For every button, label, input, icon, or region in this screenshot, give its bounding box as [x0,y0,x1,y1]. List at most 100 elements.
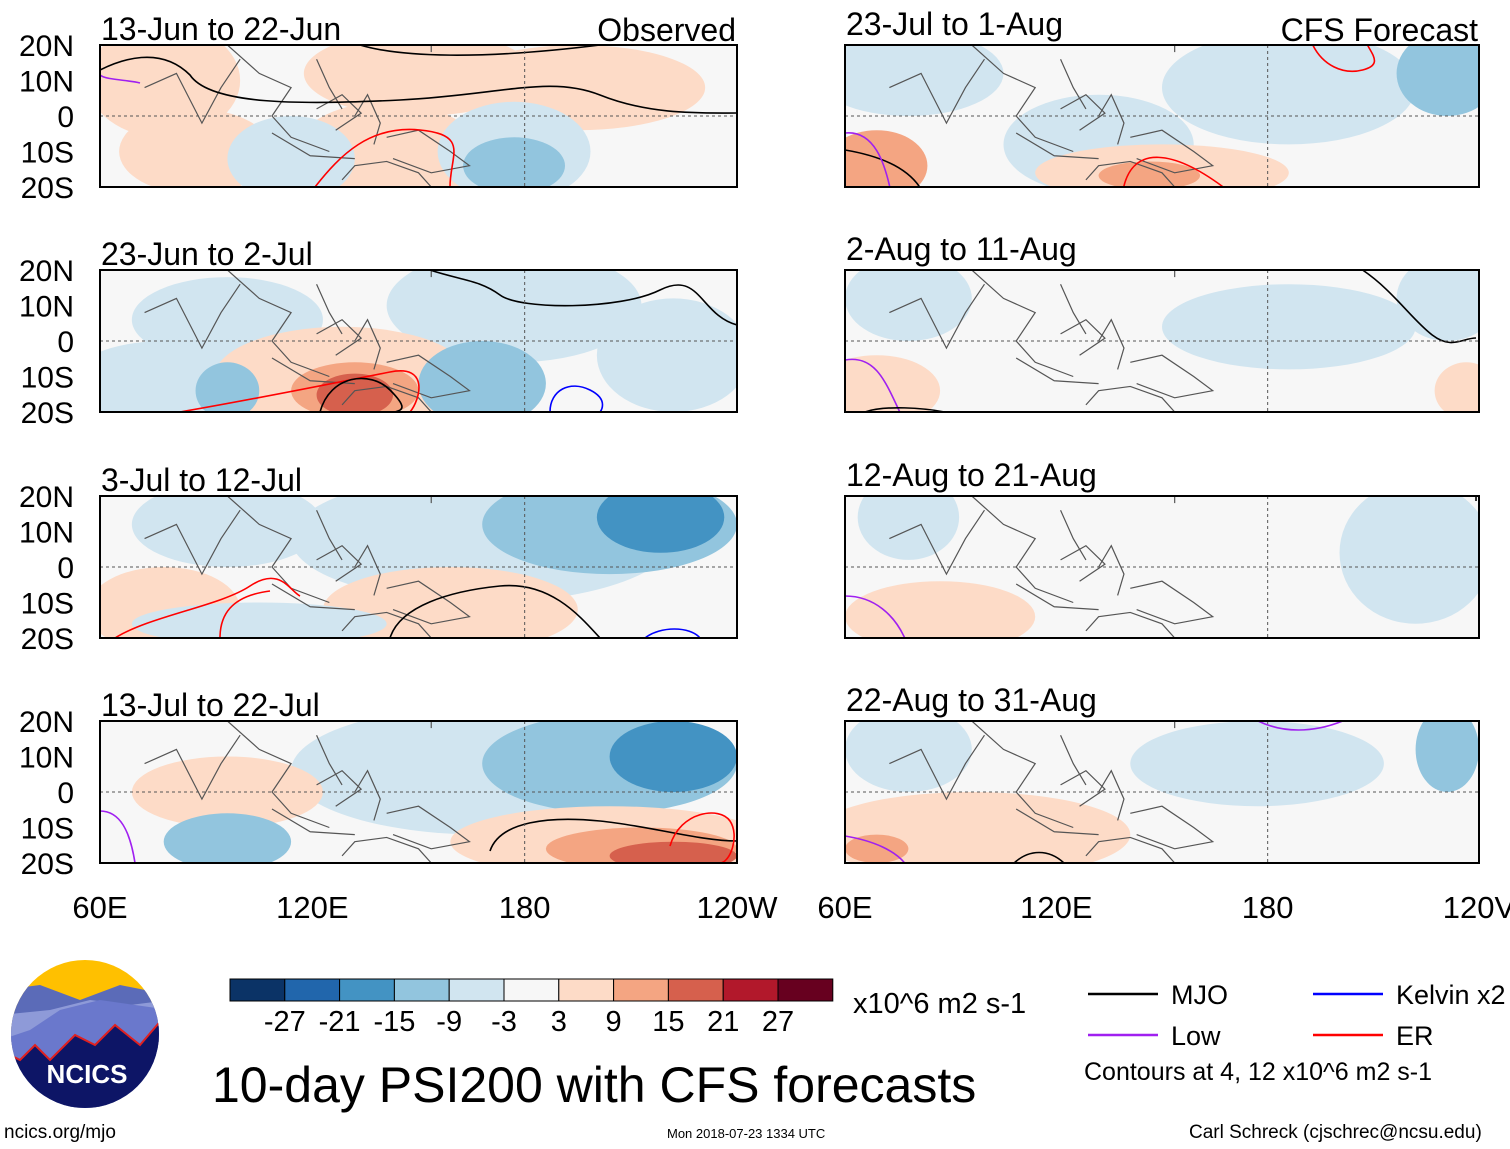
coastline [1016,809,1098,835]
legend-label: MJO [1171,980,1228,1010]
coastline [317,735,342,785]
coastline [1086,386,1175,412]
coastline [889,735,984,799]
anomaly-region [1396,45,1479,116]
anomaly-region [463,137,565,187]
lat-tick-label: 0 [57,552,74,585]
coastline [972,496,1073,603]
forecast-panel-1: 23-Jul to 1-Aug CFS Forecast [844,6,1480,188]
legend-label: ER [1396,1021,1434,1051]
legend-label: Low [1171,1021,1221,1051]
coastline [387,806,470,849]
lat-tick-label: 10N [19,66,74,99]
coastline [1099,95,1124,145]
colorbar-swatch [339,978,395,1002]
anomaly-region [845,130,928,187]
anomaly-region [1339,496,1479,624]
wave-contour [390,586,600,638]
coastline [342,161,431,187]
lat-tick-label: 20S [21,848,74,881]
lat-tick-label: 0 [57,326,74,359]
coastline [355,320,380,370]
coastline [1086,837,1175,863]
lon-tick-label: 180 [499,890,551,925]
coastline [1016,584,1098,610]
coastline [227,270,329,377]
colorbar-units: x10^6 m2 s-1 [853,988,1027,1020]
anomaly-region [227,116,355,187]
panel-frame [99,495,738,639]
colorbar-tick-label: 27 [762,1006,794,1038]
lon-tick-label: 120V [1443,890,1510,925]
coastline [1061,59,1086,109]
coastline [1061,546,1105,582]
wave-contour [315,129,454,187]
colorbar-swatch [503,978,560,1002]
coastline [1061,510,1086,560]
panel-title: 22-Aug to 31-Aug [846,682,1097,718]
coastline [387,355,470,398]
anomaly-region [845,721,972,792]
anomaly-region [609,841,737,863]
coastline [1061,95,1105,130]
wave-contour [180,371,419,412]
coastline [1061,320,1105,356]
wave-contour [220,591,270,638]
anomaly-region [1396,270,1479,341]
lat-tick-label: 10N [19,742,74,775]
legend-item-kelvin-x2: Kelvin x2 [1313,980,1506,1010]
contour-note: Contours at 4, 12 x10^6 m2 s-1 [1084,1058,1433,1086]
forecast-panel-3: 12-Aug to 21-Aug [844,457,1480,639]
colorbar-tick-label: -27 [264,1006,306,1038]
colorbar-tick-label: -21 [319,1006,361,1038]
coastline [1130,355,1212,398]
anomaly-region [857,496,960,560]
anomaly-region [596,496,725,553]
lon-tick-label: 60E [72,890,127,925]
wave-contour [115,578,300,638]
anomaly-region [131,496,323,567]
lon-tick-label: 120W [697,890,779,925]
colorbar-tick-label: -3 [491,1006,517,1038]
lat-tick-label: 20N [19,30,74,63]
lat-tick-label: 10S [21,362,74,395]
wave-contour [1313,45,1375,71]
anomaly-region [845,834,909,863]
lat-tick-label: 20S [21,397,74,430]
anomaly-region [1130,721,1384,807]
panel-frame [844,44,1480,188]
coastline [317,546,362,582]
lat-tick-label: 0 [57,777,74,810]
coastline [227,496,329,603]
colorbar-swatch [229,978,286,1002]
panel-frame [99,44,738,188]
coastline [387,581,470,624]
colorbar-tick-label: 3 [551,1006,567,1038]
anomaly-region [131,602,387,638]
wave-contour [845,133,890,187]
legend-item-mjo: MJO [1088,980,1228,1010]
colorbar-swatch [284,978,341,1002]
anomaly-region [1415,721,1479,792]
coastline [889,284,984,348]
wave-contour [1014,853,1064,864]
panel-title: 2-Aug to 11-Aug [846,231,1077,267]
anomaly-region [322,567,578,638]
panel-title: 23-Jun to 2-Jul [101,236,313,272]
colorbar-swatch [722,978,779,1002]
coastline [272,809,355,835]
coastline [1130,806,1212,849]
lat-tick-label: 20N [19,481,74,514]
colorbar-tick-label: -9 [436,1006,462,1038]
panel-frame [99,269,738,413]
panel-title: 12-Aug to 21-Aug [846,457,1097,493]
ncics-logo[interactable]: NCICS [0,955,170,1115]
colorbar-swatch [667,978,724,1002]
panel-title: 13-Jul to 22-Jul [101,687,320,723]
lat-tick-label: 10S [21,588,74,621]
coastline [1099,546,1124,596]
footer-url[interactable]: ncics.org/mjo [4,1122,116,1143]
